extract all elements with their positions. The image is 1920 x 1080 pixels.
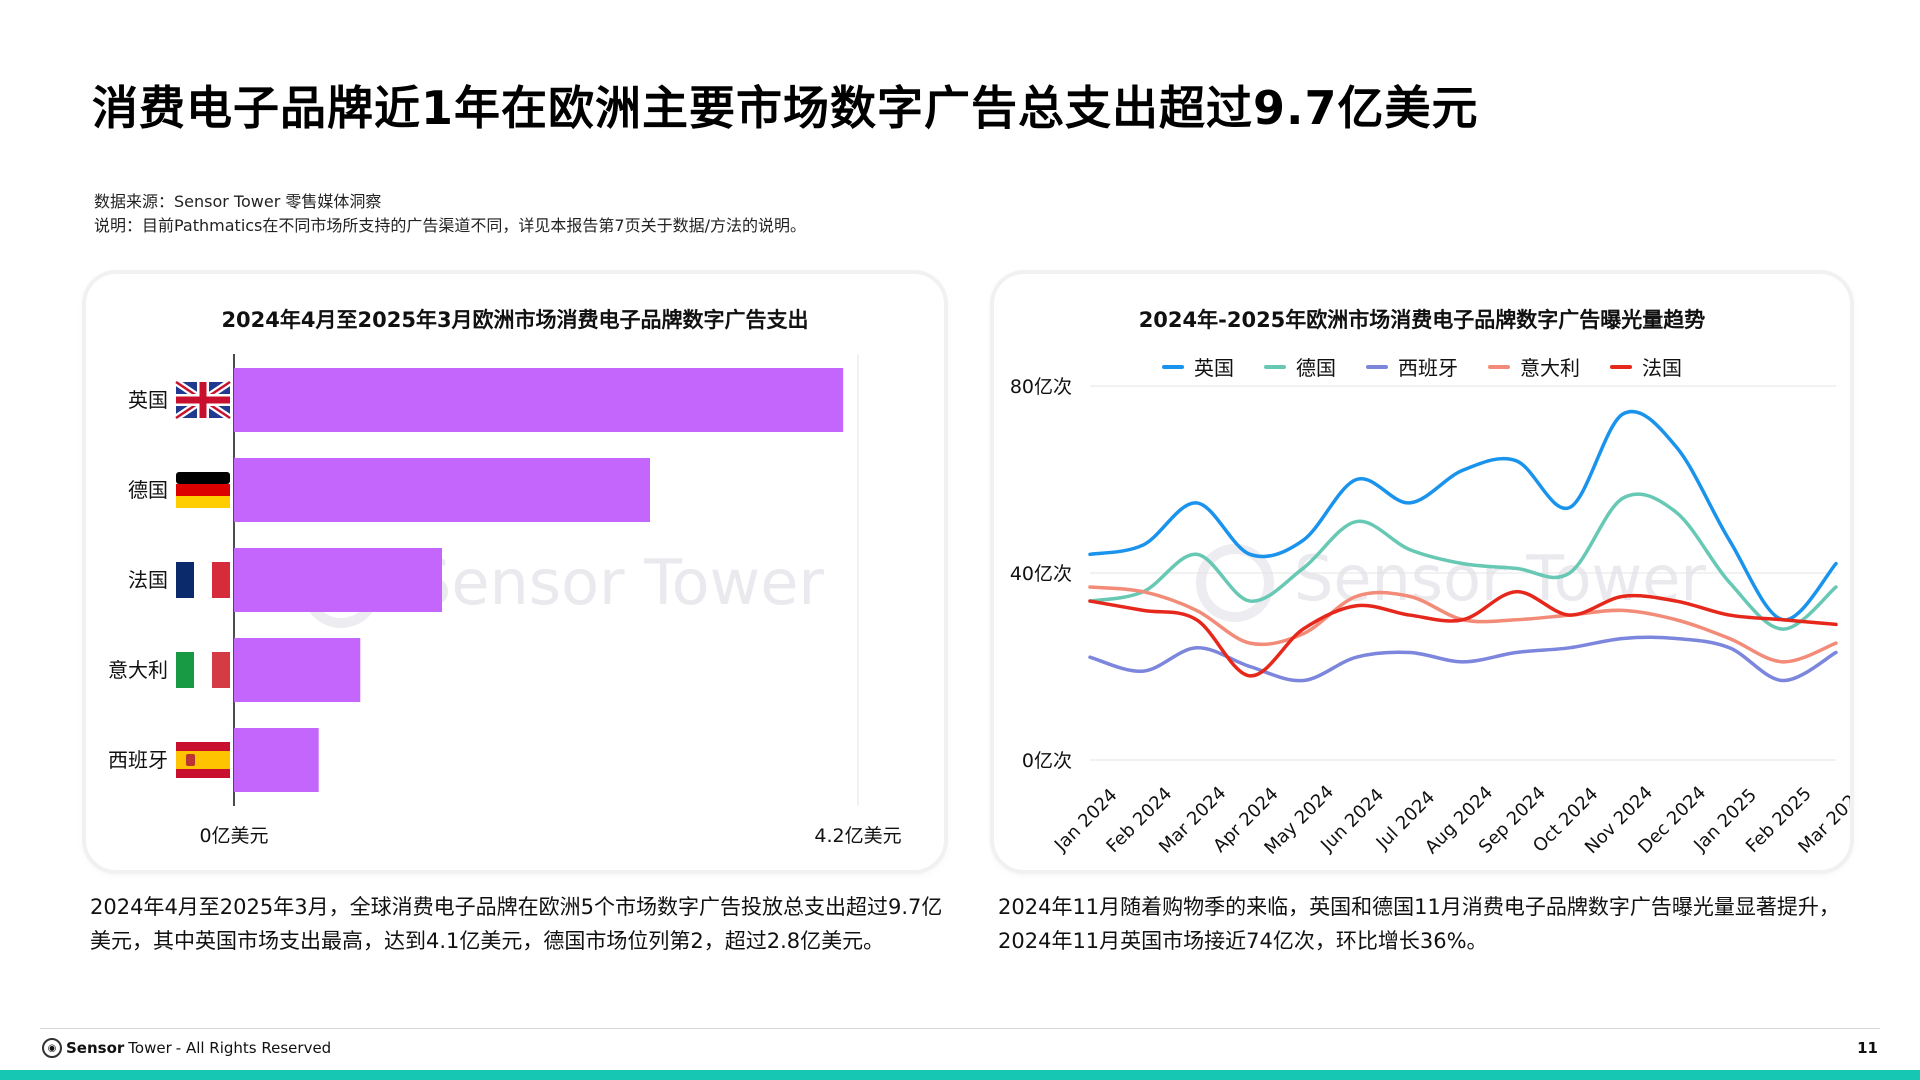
footer-divider: [40, 1028, 1880, 1029]
bar: [234, 548, 442, 612]
legend-label: 英国: [1194, 356, 1234, 380]
series-line: [1088, 635, 1838, 683]
series-line: [1088, 492, 1838, 631]
legend-swatch: [1366, 364, 1388, 369]
category-label: 德国: [128, 478, 168, 502]
legend-item: 德国: [1264, 352, 1336, 381]
line-chart-card: 2024年-2025年欧洲市场消费电子品牌数字广告曝光量趋势 Sensor To…: [994, 274, 1850, 870]
legend-label: 德国: [1296, 356, 1336, 380]
source-notes: 数据来源：Sensor Tower 零售媒体洞察 说明：目前Pathmatics…: [94, 190, 806, 238]
footer-brand-light: Tower: [128, 1039, 172, 1057]
footer-brand: ◉ Sensor Tower - All Rights Reserved: [42, 1038, 331, 1058]
category-label: 意大利: [108, 658, 168, 682]
note-line: 说明：目前Pathmatics在不同市场所支持的广告渠道不同，详见本报告第7页关…: [94, 216, 806, 235]
y-tick-label: 40亿次: [1010, 563, 1072, 585]
germany-flag-icon: [176, 472, 230, 508]
y-tick-label: 0亿次: [1022, 750, 1072, 772]
france-flag-icon: [176, 562, 230, 598]
x-tick-label: 4.2亿美元: [814, 825, 901, 847]
legend-item: 意大利: [1488, 352, 1580, 381]
legend-swatch: [1488, 364, 1510, 369]
legend-label: 法国: [1642, 356, 1682, 380]
bottom-accent-bar: [0, 1070, 1920, 1080]
source-line: 数据来源：Sensor Tower 零售媒体洞察: [94, 192, 382, 211]
category-label: 西班牙: [108, 748, 168, 772]
legend-item: 英国: [1162, 352, 1234, 381]
series-line: [1088, 409, 1838, 622]
category-label: 法国: [128, 568, 168, 592]
legend-item: 西班牙: [1366, 352, 1458, 381]
bar: [234, 458, 650, 522]
spain-flag-icon: [176, 742, 230, 778]
sensor-tower-logo-icon: ◉: [42, 1038, 62, 1058]
bar: [234, 638, 361, 702]
page-number: 11: [1857, 1039, 1878, 1057]
bar-chart-title: 2024年4月至2025年3月欧洲市场消费电子品牌数字广告支出: [221, 308, 809, 332]
legend-swatch: [1610, 364, 1632, 369]
right-caption: 2024年11月随着购物季的来临，英国和德国11月消费电子品牌数字广告曝光量显著…: [998, 895, 1840, 953]
footer-brand-bold: Sensor: [66, 1039, 125, 1057]
y-tick-label: 80亿次: [1010, 376, 1072, 398]
legend-swatch: [1264, 364, 1286, 369]
bar: [234, 728, 319, 792]
bar-chart-card: 2024年4月至2025年3月欧洲市场消费电子品牌数字广告支出 Sensor T…: [86, 274, 944, 870]
uk-flag-icon: [174, 379, 232, 421]
category-label: 英国: [128, 388, 168, 412]
series-line: [1088, 589, 1838, 678]
legend-swatch: [1162, 364, 1184, 369]
footer-rights: - All Rights Reserved: [175, 1039, 332, 1057]
page-title: 消费电子品牌近1年在欧洲主要市场数字广告总支出超过9.7亿美元: [92, 81, 1479, 135]
left-caption: 2024年4月至2025年3月，全球消费电子品牌在欧洲5个市场数字广告投放总支出…: [90, 895, 943, 953]
legend-label: 西班牙: [1398, 356, 1458, 380]
legend-label: 意大利: [1520, 356, 1580, 380]
legend-item: 法国: [1610, 352, 1682, 381]
bar: [234, 368, 844, 432]
line-chart-legend: 英国 德国 西班牙 意大利 法国: [994, 352, 1850, 381]
line-chart-title: 2024年-2025年欧洲市场消费电子品牌数字广告曝光量趋势: [1138, 308, 1706, 332]
italy-flag-icon: [176, 652, 230, 688]
x-tick-label: 0亿美元: [199, 825, 268, 847]
